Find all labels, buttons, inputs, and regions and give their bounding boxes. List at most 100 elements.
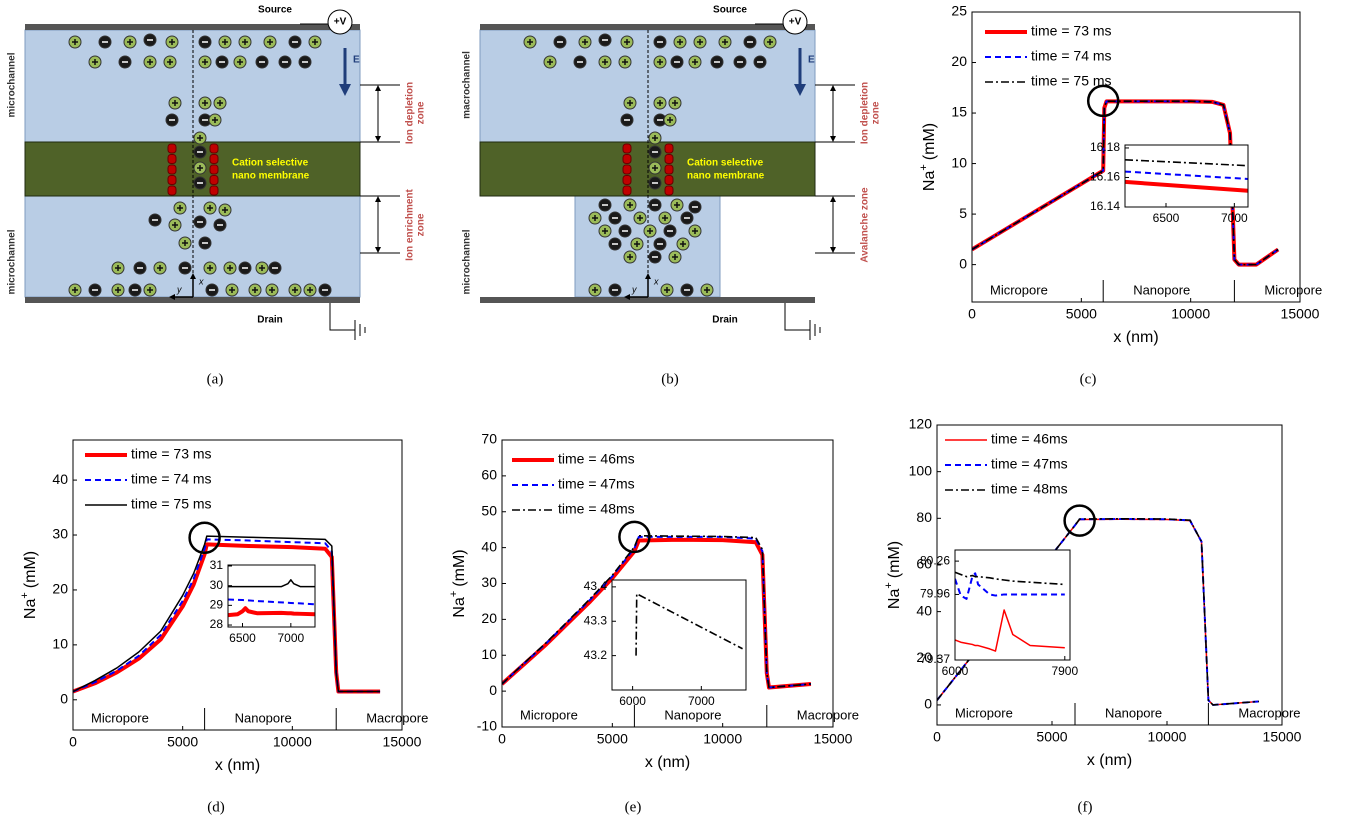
y-axis-label: Na+ (mM) bbox=[883, 541, 903, 609]
x-tick-label: 0 bbox=[933, 729, 941, 745]
legend-label: time = 75 ms bbox=[131, 496, 212, 512]
y-tick-label: 60 bbox=[481, 467, 497, 483]
x-tick-label: 10000 bbox=[273, 734, 312, 750]
fixed-charge bbox=[209, 154, 219, 164]
legend-label: time = 46ms bbox=[991, 431, 1068, 447]
electrode bbox=[480, 24, 815, 30]
ground bbox=[784, 303, 821, 340]
y-tick-label: -10 bbox=[477, 718, 497, 734]
series-group bbox=[972, 99, 1280, 267]
axes-frame bbox=[971, 11, 1301, 303]
axis-label: y bbox=[631, 284, 637, 294]
x-tick-label: 0 bbox=[498, 731, 506, 747]
caption: (e) bbox=[625, 799, 642, 815]
zone-label: zone bbox=[871, 101, 882, 124]
axes-frame bbox=[936, 424, 1283, 726]
zone-label: Ion depletion bbox=[405, 82, 416, 144]
region-label: Micropore bbox=[990, 282, 1048, 297]
y-tick-label: 0 bbox=[924, 696, 932, 712]
y-tick-label: 30 bbox=[52, 526, 68, 542]
y-tick-label: 70 bbox=[481, 431, 497, 447]
y-axis-label-part: (mM) bbox=[886, 541, 903, 578]
legend-label: time = 73 ms bbox=[1031, 23, 1112, 39]
fixed-charge bbox=[209, 164, 219, 175]
y-tick-label: 10 bbox=[52, 636, 68, 652]
legend-label: time = 47ms bbox=[991, 456, 1068, 472]
legend-label: time = 74 ms bbox=[131, 471, 212, 487]
x-tick-label: 10000 bbox=[1148, 729, 1187, 745]
y-tick-label: 43.3 bbox=[584, 613, 608, 627]
y-tick-label: 25 bbox=[951, 3, 967, 19]
fixed-charge bbox=[622, 143, 632, 154]
arrowhead bbox=[169, 273, 196, 300]
arrowhead bbox=[375, 196, 381, 253]
y-tick-label: 79.96 bbox=[920, 587, 950, 601]
data-line bbox=[73, 535, 381, 693]
y-tick-label: 50 bbox=[481, 502, 497, 518]
y-tick-label: 100 bbox=[909, 462, 933, 478]
channel-label: macrochannel bbox=[462, 51, 473, 119]
arrowhead bbox=[375, 85, 381, 142]
y-tick-label: 0 bbox=[60, 690, 68, 706]
data-line bbox=[635, 592, 743, 656]
x-tick-label: 5000 bbox=[1036, 729, 1067, 745]
region-label: Nanopore bbox=[664, 707, 721, 722]
membrane-label: nano membrane bbox=[687, 171, 765, 182]
caption: (b) bbox=[661, 371, 679, 387]
axes-frame bbox=[1124, 144, 1249, 208]
x-tick-label: 15000 bbox=[814, 731, 853, 747]
y-axis-label-part: (mM) bbox=[22, 551, 39, 588]
fixed-charge bbox=[167, 185, 177, 196]
series-group bbox=[955, 571, 1065, 652]
fixed-charge bbox=[664, 175, 674, 185]
x-axis-label: x (nm) bbox=[215, 757, 260, 774]
y-axis-label-sup: + bbox=[883, 582, 895, 588]
x-tick-label: 6000 bbox=[619, 694, 646, 708]
x-tick-label: 7900 bbox=[1051, 664, 1078, 678]
series-group bbox=[228, 579, 315, 618]
region-label: Micropore bbox=[520, 707, 578, 722]
y-axis-label-part: Na bbox=[886, 589, 903, 610]
x-tick-label: 0 bbox=[968, 306, 976, 322]
region-label: Nanopore bbox=[1105, 705, 1162, 720]
x-tick-label: 0 bbox=[69, 734, 77, 750]
highlight-circle bbox=[1086, 84, 1120, 118]
highlight-circle bbox=[188, 521, 221, 555]
highlight-circle bbox=[1063, 504, 1096, 537]
series-group bbox=[502, 534, 812, 690]
y-tick-label: 80 bbox=[916, 509, 932, 525]
x-tick-label: 15000 bbox=[1281, 306, 1320, 322]
zone-label: Ion enrichment bbox=[405, 188, 416, 260]
data-line bbox=[955, 609, 1065, 652]
x-tick-label: 7000 bbox=[277, 631, 304, 645]
region-label: Micropore bbox=[91, 710, 149, 725]
channel-label: microchannel bbox=[7, 52, 18, 117]
zone-label: Avalanche zone bbox=[860, 187, 871, 263]
x-axis-label: x (nm) bbox=[645, 754, 690, 771]
x-tick-label: 15000 bbox=[383, 734, 422, 750]
y-tick-label: 16.16 bbox=[1090, 170, 1120, 184]
axis-label: x bbox=[198, 276, 204, 286]
y-tick-label: 80.26 bbox=[920, 553, 950, 567]
arrowhead bbox=[830, 196, 836, 253]
ground bbox=[329, 303, 366, 340]
voltage-source bbox=[782, 9, 808, 35]
y-axis-label-part: (mM) bbox=[921, 123, 938, 160]
fixed-charge bbox=[167, 175, 177, 185]
legend-label: time = 48ms bbox=[558, 501, 635, 517]
axes-frame bbox=[501, 439, 834, 728]
electrode bbox=[25, 24, 360, 30]
legend-label: time = 75 ms bbox=[1031, 73, 1112, 89]
axes-frame bbox=[227, 564, 316, 628]
fixed-charge bbox=[622, 154, 632, 164]
y-tick-label: 43.4 bbox=[584, 579, 608, 593]
electrode bbox=[480, 297, 815, 303]
data-line bbox=[972, 100, 1279, 266]
y-tick-label: 0 bbox=[489, 682, 497, 698]
y-tick-label: 40 bbox=[916, 602, 932, 618]
arrowhead bbox=[794, 84, 806, 96]
data-line bbox=[1125, 170, 1248, 180]
y-tick-label: 20 bbox=[481, 610, 497, 626]
region-label: Macropore bbox=[366, 710, 428, 725]
